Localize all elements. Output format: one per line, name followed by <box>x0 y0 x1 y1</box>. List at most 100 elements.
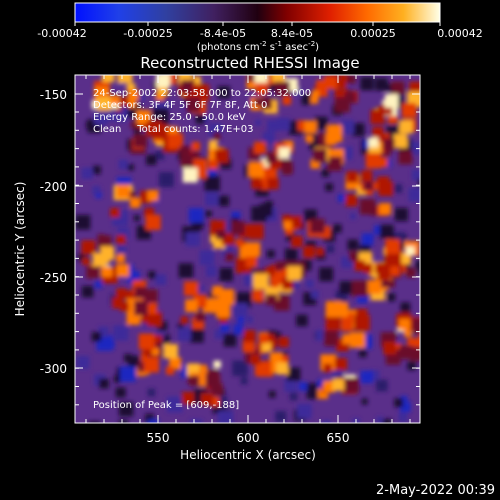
heat-cell <box>394 398 403 408</box>
heat-cell <box>315 247 324 256</box>
heat-cell <box>218 195 230 207</box>
heat-cell <box>400 401 411 413</box>
heat-cell <box>306 279 314 288</box>
heat-cell <box>166 366 175 375</box>
heat-cell <box>317 388 329 399</box>
heat-cell <box>110 95 120 105</box>
heat-cell <box>92 252 107 267</box>
heat-cell <box>218 289 235 305</box>
heat-cell <box>256 83 268 95</box>
heat-cell <box>219 314 228 324</box>
heat-cell <box>278 147 290 159</box>
axis-ticks <box>75 75 420 423</box>
heat-cell <box>363 139 373 149</box>
heat-cell <box>254 141 266 154</box>
heat-cell <box>254 75 268 83</box>
heat-cell <box>418 259 420 276</box>
heat-cell <box>340 120 355 134</box>
heat-cell <box>346 171 358 183</box>
heat-cell <box>91 100 101 110</box>
heat-cell <box>360 370 374 384</box>
heat-cell <box>92 165 101 175</box>
heat-cell <box>310 159 320 169</box>
heat-cell <box>268 80 279 91</box>
heat-cell <box>351 123 365 137</box>
heat-cell <box>387 293 396 302</box>
heat-cell <box>361 398 368 405</box>
heat-cell <box>282 214 292 224</box>
heat-cell <box>155 150 165 160</box>
heat-cell <box>305 135 313 143</box>
heat-cell <box>116 184 130 198</box>
heat-cell <box>92 186 101 195</box>
heat-cell <box>377 267 390 280</box>
heat-cell <box>252 273 269 290</box>
colorbar-tick-4: 0.00025 <box>350 27 396 40</box>
heat-cell <box>266 119 279 132</box>
heat-cell <box>266 250 275 258</box>
heat-cell <box>400 395 408 403</box>
heat-cell <box>283 140 294 151</box>
heat-cell <box>147 388 156 397</box>
heat-cell <box>369 370 380 381</box>
y-tick-label: -150 <box>40 88 67 102</box>
heat-cell <box>127 191 136 200</box>
heat-cell <box>212 285 223 297</box>
heat-cell <box>156 83 169 95</box>
heat-cell <box>195 312 205 322</box>
heat-cell <box>260 178 272 190</box>
heat-cell <box>118 159 129 170</box>
heat-cell <box>319 267 334 282</box>
heat-cell <box>262 131 275 144</box>
heat-cell <box>88 421 101 423</box>
heat-cell <box>169 357 182 370</box>
heat-cell <box>351 280 368 297</box>
heat-cell <box>118 402 134 417</box>
heat-cell <box>97 235 112 250</box>
heat-cell <box>400 302 411 313</box>
heat-cell <box>248 224 264 240</box>
heat-cell <box>310 218 325 234</box>
heat-cell <box>182 167 198 183</box>
colorbar-tick-1: -0.00025 <box>123 27 172 40</box>
heat-cell <box>261 157 272 169</box>
heat-cell <box>394 232 406 243</box>
heat-cell <box>377 176 390 189</box>
heat-cell <box>381 418 392 423</box>
heat-cell <box>368 137 379 148</box>
heat-cell <box>152 348 160 356</box>
heat-cell <box>393 134 408 148</box>
heat-cell <box>362 263 373 274</box>
heat-cell <box>231 211 241 221</box>
heat-cell <box>314 116 328 130</box>
heat-cell <box>268 390 276 398</box>
heat-cell <box>208 159 218 170</box>
heat-cell <box>138 361 149 373</box>
heat-cell <box>384 94 399 108</box>
x-tick-label: 600 <box>237 431 260 445</box>
heat-cell <box>409 81 420 95</box>
heat-cell <box>117 227 130 240</box>
colorbar-ticks <box>74 22 441 26</box>
timestamp: 2-May-2022 00:39 <box>376 483 495 498</box>
heat-cell <box>117 75 133 83</box>
heat-cell <box>305 240 316 252</box>
heat-cell <box>82 257 90 265</box>
heat-cell <box>291 235 303 247</box>
heat-cell <box>217 306 229 318</box>
heat-cell <box>216 396 228 408</box>
heat-cell <box>133 134 148 148</box>
heat-cell <box>309 139 320 150</box>
heat-cell <box>184 281 199 296</box>
heat-cell <box>191 141 200 151</box>
heat-cell <box>180 154 194 168</box>
heat-cell <box>259 203 273 217</box>
heat-cell <box>185 97 201 113</box>
heat-cell <box>412 318 420 335</box>
heat-cell <box>287 266 302 281</box>
heat-cell <box>240 377 248 385</box>
heat-cell <box>133 215 140 222</box>
heat-cell <box>185 232 200 247</box>
heat-cell <box>313 148 327 163</box>
heat-cell <box>311 90 319 98</box>
